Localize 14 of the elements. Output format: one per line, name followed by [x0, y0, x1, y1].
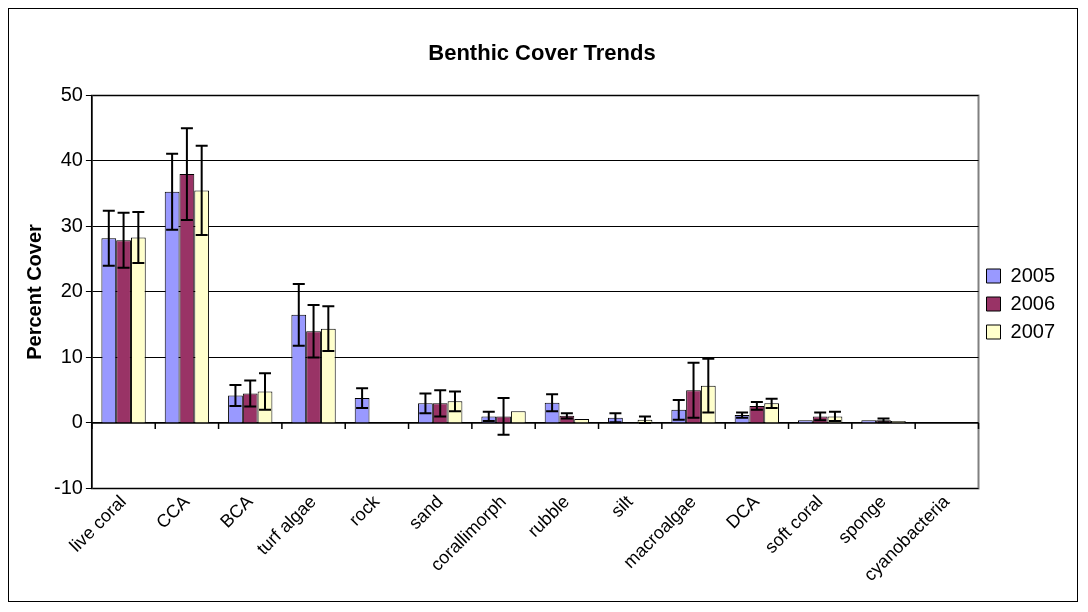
y-axis-title: Percent Cover: [22, 223, 45, 360]
y-tick-label: -10: [54, 476, 83, 498]
legend-label: 2005: [1010, 263, 1056, 286]
y-tick-label: 0: [71, 410, 83, 433]
x-tick-label: rock: [345, 490, 384, 530]
y-tick-label: 30: [60, 213, 83, 236]
legend-label: 2006: [1010, 291, 1056, 314]
y-tick-label: 10: [60, 344, 83, 367]
legend-label: 2007: [1010, 319, 1056, 342]
y-tick-label: 20: [60, 279, 83, 302]
x-tick-label: CCA: [152, 491, 194, 533]
y-tick-label: 40: [60, 148, 83, 171]
y-tick-label: 50: [60, 82, 83, 105]
chart-title: Benthic Cover Trends: [428, 40, 656, 66]
